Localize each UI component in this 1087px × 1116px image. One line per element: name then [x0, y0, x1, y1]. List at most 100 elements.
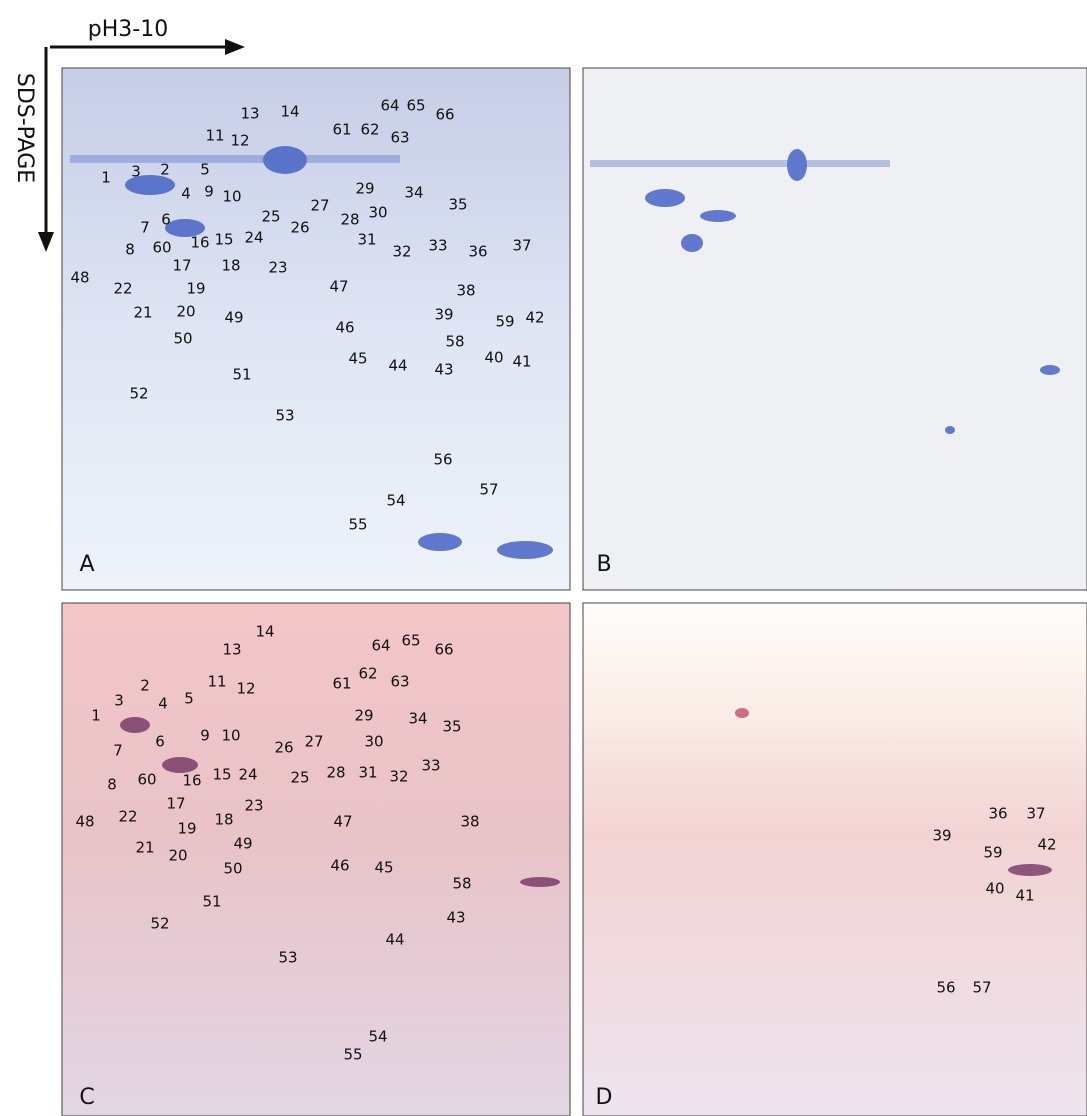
spot-label: 11 — [205, 127, 224, 145]
spot-label: 17 — [166, 795, 185, 813]
spot-label: 37 — [512, 237, 531, 255]
spot-label: 51 — [202, 893, 221, 911]
spot-label: 4 — [181, 185, 191, 203]
spot-label: 66 — [434, 641, 453, 659]
spot-label: 60 — [137, 771, 156, 789]
spot-label: 14 — [255, 623, 274, 641]
spot-label: 29 — [354, 707, 373, 725]
spot-label: 50 — [173, 330, 192, 348]
spot-label: 3 — [114, 692, 124, 710]
spot-label: 21 — [135, 839, 154, 857]
spot-label: 27 — [304, 733, 323, 751]
spot-label: 1 — [101, 169, 111, 187]
spot-label: 51 — [232, 366, 251, 384]
spot-label: 26 — [290, 219, 309, 237]
spot-label: 58 — [452, 875, 471, 893]
spot-label: 53 — [275, 407, 294, 425]
spot-label: 18 — [221, 257, 240, 275]
spot-label: 31 — [357, 231, 376, 249]
spot-label: 32 — [392, 243, 411, 261]
spot-label: 30 — [368, 204, 387, 222]
panel-c-gel — [61, 602, 571, 1116]
spot-label: 5 — [184, 690, 194, 708]
spot-label: 49 — [224, 309, 243, 327]
spot-label: 17 — [172, 257, 191, 275]
spot-label: 47 — [333, 813, 352, 831]
spot-label: 9 — [204, 183, 214, 201]
spot-label: 52 — [150, 915, 169, 933]
spot-label: 35 — [442, 718, 461, 736]
spot-label: 47 — [329, 278, 348, 296]
spot-label: 13 — [222, 641, 241, 659]
spot-label: 8 — [107, 776, 117, 794]
spot-label: 63 — [390, 673, 409, 691]
spot-label: 6 — [155, 733, 165, 751]
spot-label: 46 — [330, 857, 349, 875]
panel-b-gel — [582, 67, 1087, 591]
spot-label: 63 — [390, 129, 409, 147]
spot-label: 4 — [158, 695, 168, 713]
spot-label: 60 — [152, 239, 171, 257]
spot-label: 50 — [223, 860, 242, 878]
spot-label: 2 — [160, 161, 170, 179]
spot-label: 10 — [222, 188, 241, 206]
spot-label: 35 — [448, 196, 467, 214]
spot-label: 6 — [161, 211, 171, 229]
spot-label: 19 — [186, 280, 205, 298]
spot-label: 22 — [113, 280, 132, 298]
spot-label: 24 — [244, 229, 263, 247]
x-axis-label: pH3-10 — [88, 17, 168, 42]
spot-label: 49 — [233, 835, 252, 853]
spot-label: 43 — [446, 909, 465, 927]
spot-label: 48 — [75, 813, 94, 831]
spot-label: 16 — [190, 234, 209, 252]
panel-letter: D — [596, 1085, 613, 1110]
spot-label: 20 — [176, 303, 195, 321]
spot-label: 18 — [214, 811, 233, 829]
ph-arrow-head — [225, 39, 245, 55]
spot-label: 28 — [326, 764, 345, 782]
spot-label: 56 — [936, 979, 955, 997]
spot-label: 46 — [335, 319, 354, 337]
spot-label: 13 — [240, 105, 259, 123]
spot-label: 36 — [988, 805, 1007, 823]
spot-label: 64 — [380, 97, 399, 115]
spot-label: 55 — [343, 1046, 362, 1064]
spot-label: 21 — [133, 304, 152, 322]
spot-label: 48 — [70, 269, 89, 287]
spot-label: 24 — [238, 766, 257, 784]
spot-label: 7 — [113, 742, 123, 760]
spot-label: 38 — [460, 813, 479, 831]
spot-label: 39 — [932, 827, 951, 845]
spot-label: 57 — [479, 481, 498, 499]
sds-arrow-head — [38, 232, 54, 252]
panel-letter: A — [79, 552, 94, 577]
spot-label: 36 — [468, 243, 487, 261]
spot-label: 2 — [140, 677, 150, 695]
spot-label: 27 — [310, 197, 329, 215]
panel-d-gel — [582, 602, 1087, 1116]
spot-label: 15 — [212, 766, 231, 784]
spot-label: 45 — [348, 350, 367, 368]
spot-label: 25 — [261, 208, 280, 226]
spot-label: 56 — [433, 451, 452, 469]
spot-label: 65 — [401, 632, 420, 650]
spot-label: 54 — [368, 1028, 387, 1046]
spot-label: 33 — [421, 757, 440, 775]
spot-label: 26 — [274, 739, 293, 757]
spot-label: 9 — [200, 727, 210, 745]
spot-label: 20 — [168, 847, 187, 865]
spot-label: 66 — [435, 106, 454, 124]
spot-label: 39 — [434, 306, 453, 324]
spot-label: 34 — [404, 184, 423, 202]
spot-label: 43 — [434, 361, 453, 379]
spot-label: 42 — [1037, 836, 1056, 854]
spot-label: 38 — [456, 282, 475, 300]
spot-label: 61 — [332, 675, 351, 693]
spot-label: 15 — [214, 231, 233, 249]
spot-label: 14 — [280, 103, 299, 121]
spot-label: 65 — [406, 97, 425, 115]
spot-label: 59 — [983, 844, 1002, 862]
spot-label: 59 — [495, 313, 514, 331]
